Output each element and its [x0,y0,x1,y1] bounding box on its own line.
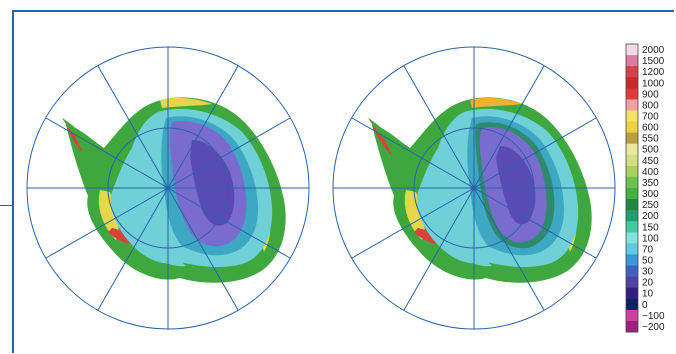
coastal-band-north [160,97,212,108]
colorbar-swatch [626,232,638,244]
colorbar-tick-label: 10 [642,289,654,300]
left-polar-map [26,46,310,330]
peninsula [62,118,122,168]
colorbar-swatches [625,43,639,333]
colorbar-tick-label: 100 [642,233,659,244]
colorbar-swatch [626,66,638,78]
interior-deep [190,140,235,226]
ice-shelf [452,232,492,267]
colorbar-swatch [626,320,638,333]
colorbar-tick-label: 250 [642,200,659,211]
colorbar-tick-label: 0 [642,300,648,311]
colorbar-tick-label: −200 [642,322,665,333]
colorbar-tick-label: 800 [642,100,659,111]
colorbar-swatch [626,121,638,134]
colorbar-swatch [626,254,638,266]
colorbar-tick-label: 550 [642,134,659,145]
colorbar-tick-label: 400 [642,167,659,178]
left-graticule [26,46,310,330]
colorbar-tick-label: 500 [642,145,659,156]
colorbar-swatch [626,210,638,222]
colorbar-swatch [626,287,638,300]
colorbar-swatch [626,77,638,89]
colorbar-labels: 2000150012001000900800700600550500450400… [642,45,665,333]
colorbar-swatch [626,221,638,233]
right-graticule [332,46,616,330]
colorbar-swatch [626,309,638,322]
colorbar-swatch [626,143,638,156]
colorbar-tick-label: −100 [642,311,665,322]
colorbar-tick-label: 1000 [642,78,665,89]
colorbar-tick-label: 1200 [642,67,665,78]
colorbar-swatch [626,44,638,56]
colorbar-swatch [626,55,638,67]
colorbar-tick-label: 1500 [642,56,665,67]
peninsula [368,118,428,168]
colorbar-tick-label: 450 [642,156,659,167]
interior-deep [496,146,536,225]
colorbar-swatch [626,154,638,167]
colorbar-tick-label: 700 [642,112,659,123]
colorbar-swatch [626,298,638,311]
colorbar: 2000150012001000900800700600550500450400… [625,43,665,333]
colorbar-tick-label: 200 [642,211,659,222]
colorbar-swatch [626,99,638,111]
colorbar-swatch [626,110,638,122]
coastal-band-north [470,97,522,108]
figure-frame [12,10,674,353]
colorbar-tick-label: 150 [642,222,659,233]
colorbar-swatch [626,199,638,211]
right-polar-map [332,46,616,330]
colorbar-swatch [626,188,638,200]
colorbar-tick-label: 20 [642,278,654,289]
colorbar-swatch [626,176,638,189]
colorbar-tick-label: 2000 [642,45,665,56]
colorbar-tick-label: 900 [642,89,659,100]
colorbar-swatch [626,265,638,278]
ice-shelf [146,232,186,267]
colorbar-tick-label: 350 [642,178,659,189]
peninsula-red [66,124,82,152]
colorbar-tick-label: 600 [642,123,659,134]
colorbar-swatch [626,132,638,145]
frame-tick-mark [0,205,12,206]
colorbar-swatch [626,165,638,178]
colorbar-swatch [626,276,638,289]
colorbar-swatch [626,243,638,255]
colorbar-tick-label: 30 [642,267,654,278]
colorbar-tick-label: 300 [642,189,659,200]
colorbar-tick-label: 50 [642,256,654,267]
colorbar-border [625,43,639,333]
colorbar-swatch [626,88,638,100]
colorbar-tick-label: 70 [642,244,654,255]
